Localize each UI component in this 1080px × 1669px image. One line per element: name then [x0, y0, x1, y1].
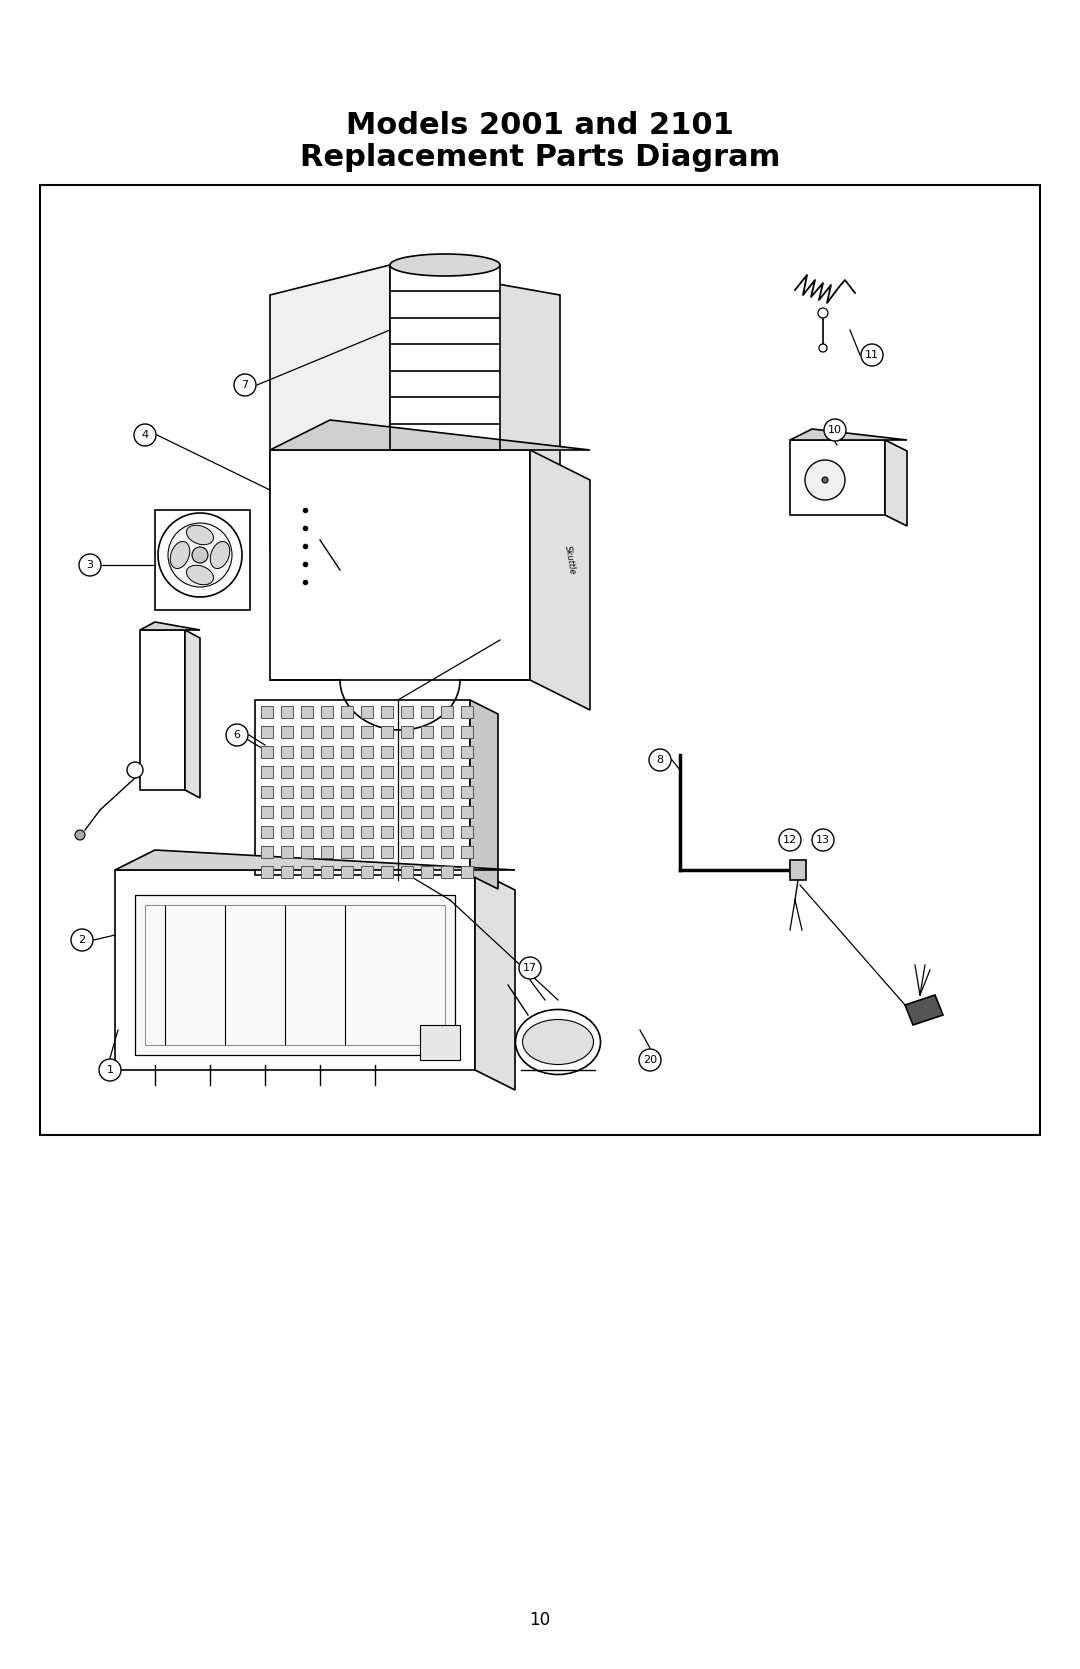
- Bar: [40, 185, 1040, 1135]
- Polygon shape: [475, 870, 515, 1090]
- Text: Replacement Parts Diagram: Replacement Parts Diagram: [300, 142, 780, 172]
- Circle shape: [192, 547, 208, 562]
- Ellipse shape: [171, 541, 190, 569]
- Bar: [789, 441, 885, 516]
- Bar: [255, 699, 470, 875]
- Text: 12: 12: [783, 834, 797, 845]
- Text: 1: 1: [107, 1065, 113, 1075]
- Text: Skuttle: Skuttle: [563, 544, 577, 576]
- Text: 6: 6: [233, 729, 241, 739]
- Polygon shape: [390, 265, 561, 551]
- Polygon shape: [270, 265, 390, 551]
- Bar: [114, 870, 475, 1070]
- Bar: [789, 860, 806, 880]
- Circle shape: [71, 930, 93, 951]
- Bar: [135, 895, 455, 1055]
- Text: 2: 2: [79, 935, 85, 945]
- Bar: [420, 1025, 460, 1060]
- Circle shape: [639, 1050, 661, 1071]
- Text: 10: 10: [828, 426, 842, 436]
- Polygon shape: [114, 850, 515, 870]
- Polygon shape: [270, 421, 590, 451]
- Bar: [270, 451, 530, 679]
- Circle shape: [812, 829, 834, 851]
- Circle shape: [519, 956, 541, 980]
- Polygon shape: [185, 629, 200, 798]
- Text: 4: 4: [141, 431, 149, 441]
- Circle shape: [234, 374, 256, 396]
- Circle shape: [819, 344, 827, 352]
- Circle shape: [649, 749, 671, 771]
- Circle shape: [134, 424, 156, 446]
- Polygon shape: [530, 451, 590, 709]
- Circle shape: [79, 554, 102, 576]
- Ellipse shape: [187, 566, 214, 584]
- Text: 10: 10: [529, 1611, 551, 1629]
- Ellipse shape: [390, 254, 500, 275]
- Circle shape: [805, 461, 845, 501]
- Ellipse shape: [187, 526, 214, 544]
- Text: 11: 11: [865, 350, 879, 361]
- Circle shape: [818, 309, 828, 319]
- Circle shape: [824, 419, 846, 441]
- Polygon shape: [140, 623, 200, 629]
- Text: 3: 3: [86, 561, 94, 571]
- Polygon shape: [470, 699, 498, 890]
- Circle shape: [158, 512, 242, 598]
- Ellipse shape: [515, 1010, 600, 1075]
- Polygon shape: [905, 995, 943, 1025]
- Polygon shape: [885, 441, 907, 526]
- Circle shape: [226, 724, 248, 746]
- Text: Models 2001 and 2101: Models 2001 and 2101: [346, 110, 734, 140]
- Ellipse shape: [523, 1020, 594, 1065]
- Circle shape: [779, 829, 801, 851]
- Circle shape: [127, 763, 143, 778]
- Circle shape: [99, 1060, 121, 1082]
- Text: 8: 8: [657, 754, 663, 764]
- Text: 7: 7: [242, 381, 248, 391]
- Circle shape: [861, 344, 883, 366]
- Polygon shape: [789, 429, 907, 441]
- Polygon shape: [156, 511, 249, 609]
- Ellipse shape: [211, 541, 230, 569]
- Bar: [140, 629, 185, 789]
- Circle shape: [75, 829, 85, 840]
- Bar: [390, 265, 500, 451]
- Text: 17: 17: [523, 963, 537, 973]
- Circle shape: [168, 522, 232, 587]
- Circle shape: [822, 477, 828, 482]
- Bar: [145, 905, 445, 1045]
- Text: 20: 20: [643, 1055, 657, 1065]
- Text: 13: 13: [816, 834, 831, 845]
